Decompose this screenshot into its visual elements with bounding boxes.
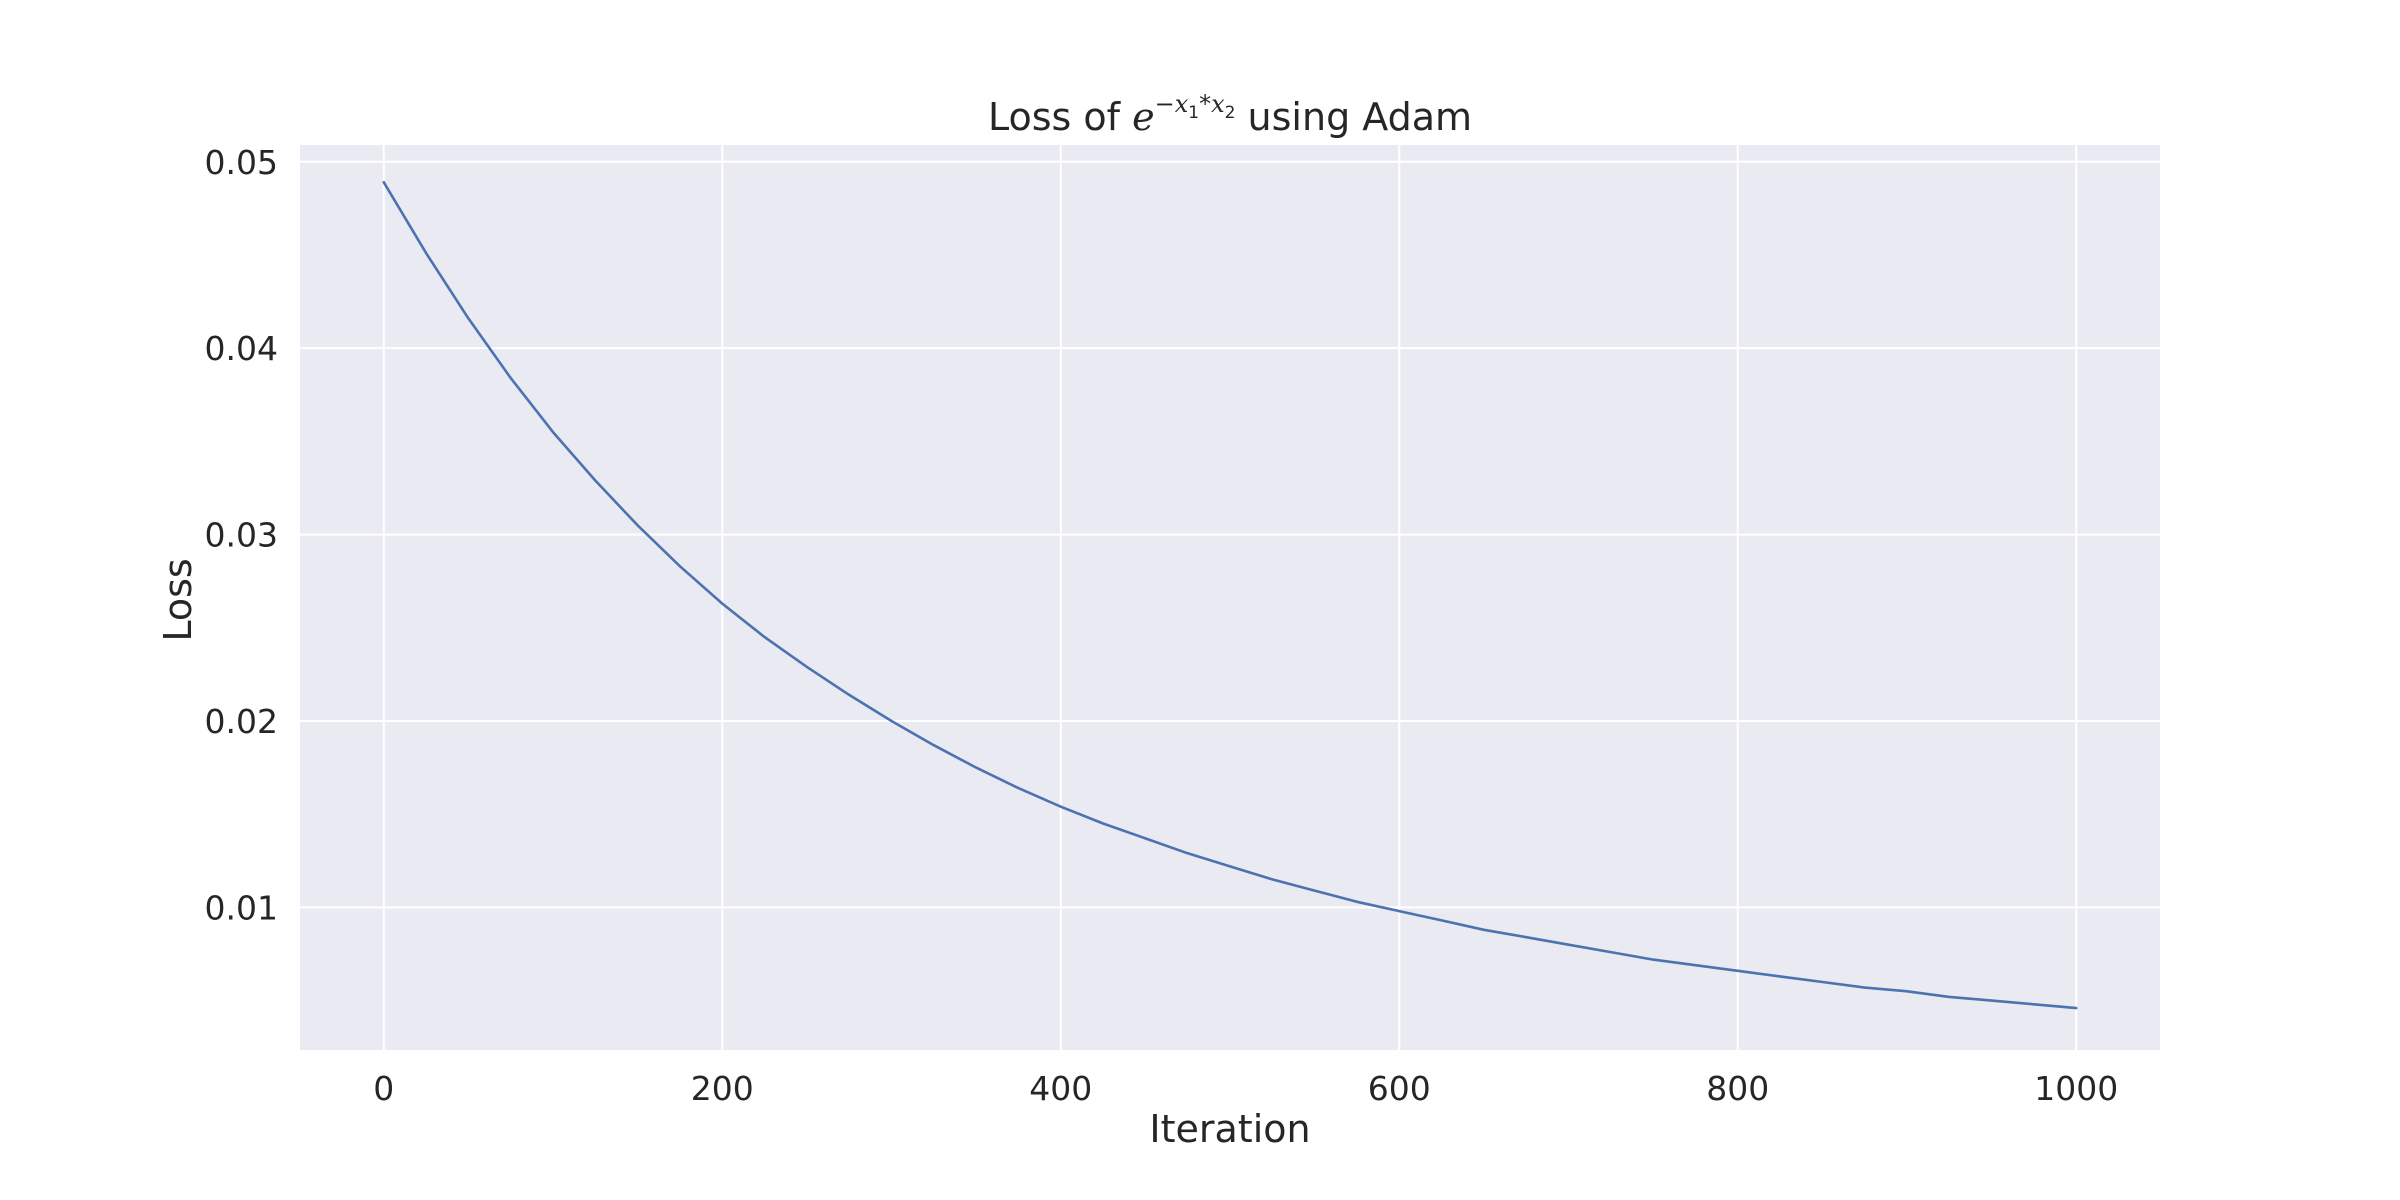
title-exponent-minus: − xyxy=(1155,90,1175,118)
x-tick-label: 0 xyxy=(373,1069,394,1108)
plot-area xyxy=(300,145,2160,1050)
y-tick-label: 0.01 xyxy=(205,888,278,927)
y-tick-label: 0.05 xyxy=(205,143,278,182)
title-exponent-var1: x xyxy=(1175,90,1189,118)
x-tick-label: 1000 xyxy=(2034,1069,2118,1108)
x-tick-labels: 0 200 400 600 800 1000 xyxy=(373,1069,2118,1108)
y-tick-label: 0.02 xyxy=(205,702,278,741)
title-exponent-op: * xyxy=(1199,90,1211,118)
x-tick-label: 400 xyxy=(1029,1069,1092,1108)
x-tick-label: 200 xyxy=(691,1069,754,1108)
y-axis-label: Loss xyxy=(156,558,200,641)
loss-series-line xyxy=(382,181,2078,1010)
title-prefix: Loss of xyxy=(988,95,1132,139)
grid xyxy=(300,145,2160,1050)
title-exponent-sub1: 1 xyxy=(1188,103,1199,123)
title-math-base: e xyxy=(1132,95,1155,139)
x-axis-label: Iteration xyxy=(1149,1107,1310,1151)
chart-title: Loss of e−x1*x2 using Adam xyxy=(988,90,1472,139)
x-tick-label: 600 xyxy=(1368,1069,1431,1108)
y-tick-labels: 0.01 0.02 0.03 0.04 0.05 xyxy=(205,143,278,928)
title-exponent-sub2: 2 xyxy=(1225,103,1236,123)
y-tick-label: 0.03 xyxy=(205,516,278,555)
x-tick-label: 800 xyxy=(1706,1069,1769,1108)
series-layer xyxy=(382,181,2078,1010)
title-exponent-var2: x xyxy=(1211,90,1225,118)
y-tick-label: 0.04 xyxy=(205,329,278,368)
title-suffix: using Adam xyxy=(1235,95,1472,139)
